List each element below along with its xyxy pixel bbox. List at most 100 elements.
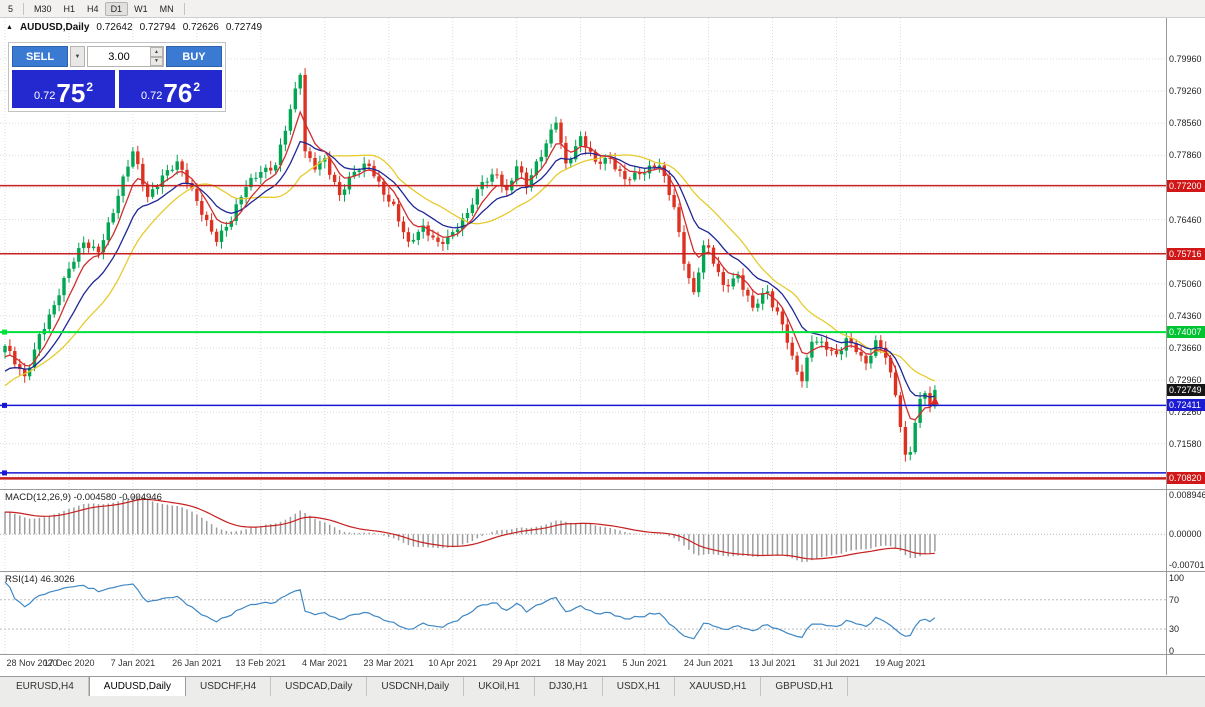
x-axis-label: 13 Jul 2021 [749,658,796,668]
indicator-scale-label: 70 [1169,594,1180,605]
chart-ohlc-header: ▲ AUDUSD,Daily 0.72642 0.72794 0.72626 0… [6,22,262,33]
sell-button[interactable]: SELL [12,46,68,67]
chevron-up-icon: ▲ [154,48,159,55]
indicator-scale-label: 100 [1169,572,1185,583]
price-scale-label: 0.79260 [1169,86,1202,96]
rsi-indicator-label: RSI(14) 46.3026 [5,574,75,585]
x-axis-label: 19 Aug 2021 [875,658,926,668]
x-axis-label: 31 Jul 2021 [813,658,860,668]
toolbar-separator [183,2,185,15]
price-scale-label: 0.75060 [1169,278,1202,289]
x-axis-label: 23 Mar 2021 [363,658,415,668]
price-scale-separator [1166,18,1167,675]
price-scale-label: 0.78560 [1169,118,1202,129]
price-scale-label: 0.77860 [1169,150,1202,161]
chart-tabs-bar: EURUSD,H4 AUDUSD,Daily USDCHF,H4 USDCAD,Dai… [0,676,1205,707]
tab-usdchf-h4[interactable]: USDCHF,H4 [186,677,272,696]
indicator-scale-label: 0.00000 [1169,529,1202,540]
one-click-trading-panel: SELL ▼ ▲ ▼ BUY 0.72 75 2 0.72 76 2 [8,42,226,112]
spin-down-button[interactable]: ▼ [150,56,163,66]
trade-arrow-icon [930,396,939,405]
collapse-arrow-icon[interactable]: ▲ [6,24,13,31]
price-scale-axis[interactable]: 0.79960 0.79260 0.78560 0.77860 0.76460 0.750… [1167,18,1205,675]
volume-field: ▲ ▼ [87,46,164,67]
timeframe-button-m30[interactable]: M30 [34,3,52,14]
indicator-scale-label: -0.00701 [1169,559,1205,570]
price-line-marker: 0.72749 [1167,383,1205,396]
x-axis-label: 24 Jun 2021 [683,658,734,668]
x-axis-label: 17 Dec 2020 [43,658,95,668]
ma-fast [4,110,936,421]
price-line-marker: 0.77200 [1167,179,1205,192]
tab-usdx-h1[interactable]: USDX,H1 [603,677,676,696]
ma-mid [4,140,936,398]
timeframe-button-5[interactable]: 5 [8,3,14,14]
pane-separator[interactable] [0,571,1205,572]
chevron-down-icon: ▼ [154,58,159,65]
buy-button[interactable]: BUY [166,46,222,67]
x-axis-label: 18 May 2021 [554,658,607,668]
buy-price-display[interactable]: 0.72 76 2 [119,70,222,108]
x-axis-label: 7 Jan 2021 [110,658,156,668]
indicator-scale-label: 0 [1169,646,1175,657]
sell-price-pips: 75 [56,78,86,108]
macd-indicator-label: MACD(12,26,9) -0.004580 -0.004946 [5,492,162,503]
indicator-scale-label: 0.008946 [1169,490,1205,501]
price-scale-label: 0.79960 [1169,53,1202,64]
tab-gbpusd-h1[interactable]: GBPUSD,H1 [761,677,849,696]
x-axis-label: 13 Feb 2021 [235,658,287,668]
pane-separator[interactable] [0,654,1205,655]
tab-ukoil-h1[interactable]: UKOil,H1 [464,677,535,696]
timeframe-toolbar: 5 M30 H1 H4 D1 W1 MN [0,0,1205,18]
indicator-scale-label: 30 [1169,624,1180,635]
rsi-pane-canvas[interactable] [0,572,1166,654]
sell-price-display[interactable]: 0.72 75 2 [12,70,115,108]
sell-price-main: 0.72 [33,90,56,102]
price-scale-label: 0.74360 [1169,310,1202,321]
timeframe-button-mn[interactable]: MN [159,3,174,14]
buy-price-main: 0.72 [140,90,163,102]
volume-input[interactable] [88,47,150,66]
ohlc-open: 0.72642 [96,22,133,33]
timeframe-button-h1[interactable]: H1 [63,3,76,14]
toolbar-separator [23,2,25,15]
timeframe-button-d1[interactable]: D1 [104,1,129,16]
tab-usdcnh-daily[interactable]: USDCNH,Daily [367,677,465,696]
price-line-marker: 0.74007 [1167,326,1205,339]
price-scale-label: 0.76460 [1169,214,1202,225]
sell-price-fraction: 2 [86,80,94,94]
price-scale-label: 0.72260 [1169,407,1202,418]
ohlc-high: 0.72794 [139,22,176,33]
macd-pane-canvas[interactable] [0,490,1166,571]
x-axis-label: 10 Apr 2021 [428,658,477,668]
x-axis-label: 29 Apr 2021 [492,658,541,668]
price-line-marker: 0.70820 [1167,472,1205,485]
chevron-down-icon: ▼ [74,53,81,60]
pane-separator[interactable] [0,489,1205,490]
price-line-marker: 0.75716 [1167,247,1205,260]
tab-usdcad-daily[interactable]: USDCAD,Daily [271,677,368,696]
price-scale-label: 0.72960 [1169,375,1202,386]
price-scale-label: 0.71580 [1169,438,1202,449]
timeframe-button-w1[interactable]: W1 [134,3,148,14]
tab-eurusd-h4[interactable]: EURUSD,H4 [2,677,89,696]
ma-slow [4,154,936,387]
time-axis[interactable]: 28 Nov 2020 17 Dec 2020 7 Jan 2021 26 Jan 2… [0,655,1166,675]
tab-dj30-h1[interactable]: DJ30,H1 [535,677,603,696]
x-axis-label: 26 Jan 2021 [172,658,222,668]
chart-symbol-label: AUDUSD,Daily [19,22,90,33]
x-axis-label: 5 Jun 2021 [622,658,667,668]
price-scale-label: 0.73660 [1169,343,1202,354]
tab-audusd-daily[interactable]: AUDUSD,Daily [88,677,187,696]
x-axis-label: 4 Mar 2021 [302,658,348,668]
spin-up-button[interactable]: ▲ [150,47,163,57]
price-line-marker: 0.72411 [1167,399,1205,412]
volume-spinner: ▲ ▼ [150,47,163,66]
tab-xauusd-h1[interactable]: XAUUSD,H1 [675,677,762,696]
volume-dropdown-button[interactable]: ▼ [70,46,85,67]
buy-price-pips: 76 [163,78,193,108]
buy-price-fraction: 2 [193,80,201,94]
timeframe-button-h4[interactable]: H4 [87,3,99,14]
x-axis-label: 28 Nov 2020 [6,658,58,668]
ohlc-close: 0.72749 [225,22,263,33]
